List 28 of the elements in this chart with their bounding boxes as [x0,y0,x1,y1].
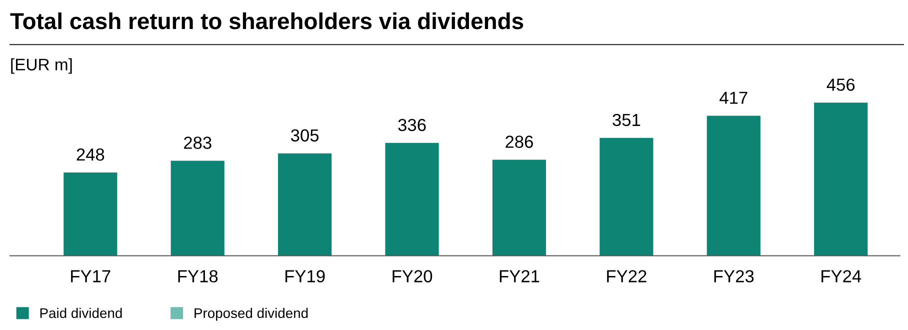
bar [814,102,868,256]
data-label: 248 [76,148,104,161]
data-label: 417 [720,92,748,104]
legend-label: Paid dividend [40,308,122,318]
bar [278,153,332,256]
x-tick-label: FY17 [71,270,110,282]
bar [64,172,118,256]
data-label: 305 [290,129,319,142]
legend-label: Proposed dividend [194,308,308,321]
bar [385,142,439,256]
data-label: 456 [826,78,855,91]
x-tick-label: FY19 [285,270,325,282]
x-tick-label: FY23 [714,270,754,282]
data-label: 336 [398,118,426,132]
x-tick-label: FY21 [500,270,540,282]
data-label: 283 [184,136,212,149]
x-tick-label: FY24 [822,270,862,282]
x-tick-label: FY22 [607,270,646,282]
chart-title: Total cash return to shareholders via dividends [10,12,524,30]
bar [492,160,546,256]
data-label: 351 [612,114,640,126]
x-tick-label: FY20 [392,270,432,282]
bar [706,116,760,256]
bar [600,138,654,256]
y-axis-title: [EUR m] [11,58,72,74]
bar [170,160,224,256]
data-label: 286 [506,136,533,148]
x-tick-label: FY18 [178,270,218,282]
